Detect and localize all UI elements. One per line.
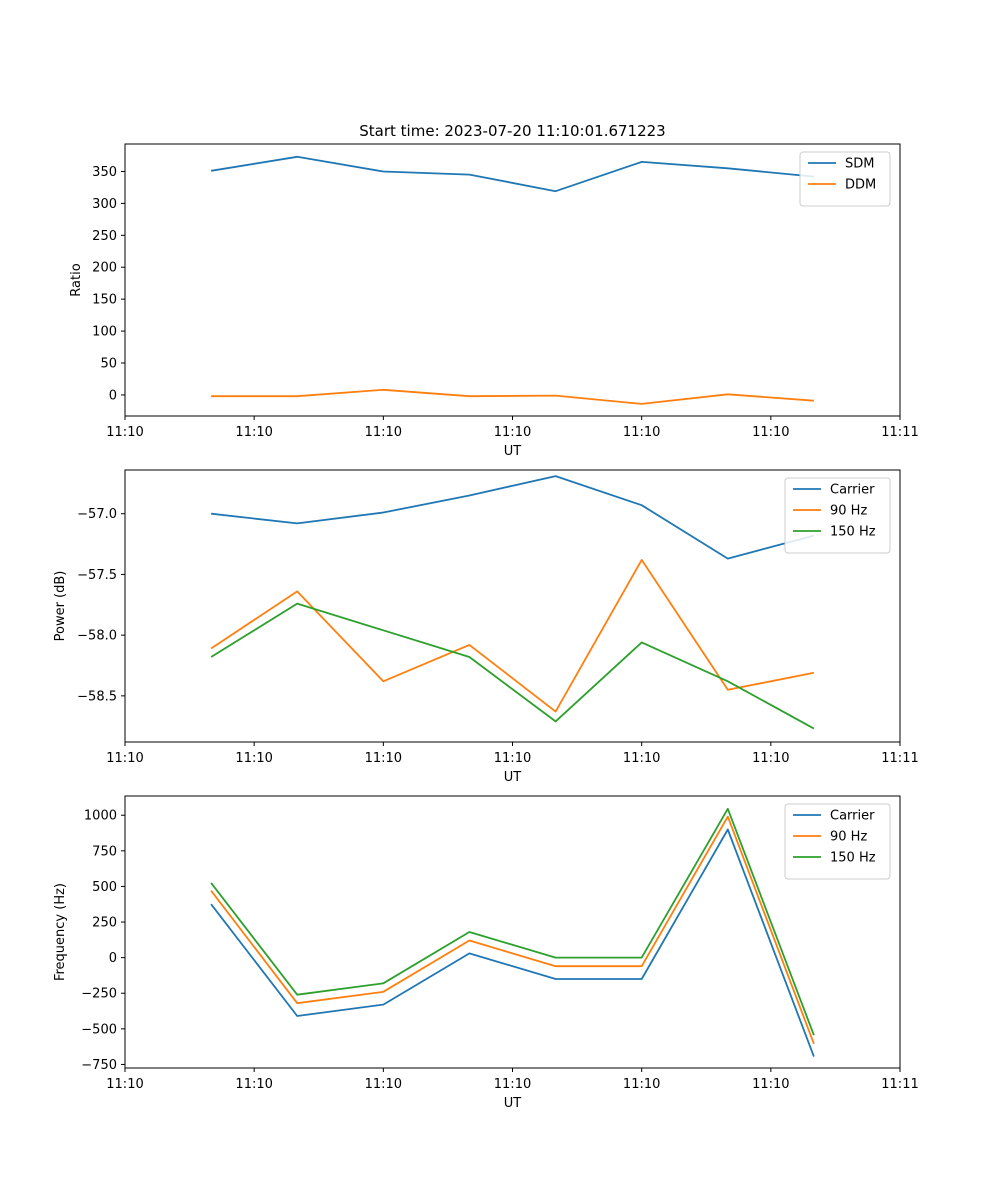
x-tick-label: 11:10 [235, 751, 272, 766]
legend-label: 90 Hz [830, 830, 867, 845]
x-tick-label: 11:10 [752, 751, 789, 766]
y-tick-label: 0 [109, 951, 117, 966]
y-tick-label: 750 [92, 844, 117, 859]
y-tick-label: −57.0 [77, 507, 117, 522]
y-tick-label: 350 [92, 165, 117, 180]
legend-box [784, 477, 891, 554]
series-line-150-hz [210, 602, 815, 730]
x-tick-label: 11:10 [494, 425, 531, 440]
y-tick-label: 500 [92, 880, 117, 895]
y-tick-label: 200 [92, 261, 117, 276]
legend-box [784, 803, 891, 880]
y-tick-label: 150 [92, 293, 117, 308]
x-axis-label: UT [504, 1096, 522, 1111]
panels: 11:10 11:10 11:10 11:10 11:10 11:10 11:11 0 50 10… [53, 143, 919, 1111]
y-tick-label: 100 [92, 325, 117, 340]
x-tick-label: 11:10 [106, 425, 143, 440]
x-tick-label: 11:10 [494, 751, 531, 766]
legend-label: 90 Hz [830, 504, 867, 519]
x-tick-label: 11:10 [623, 425, 660, 440]
x-tick-label: 11:10 [752, 425, 789, 440]
series-line-carrier [210, 828, 815, 1057]
x-axis-label: UT [504, 444, 522, 459]
legend-label: Carrier [830, 483, 875, 498]
y-tick-label: 250 [92, 916, 117, 931]
y-tick-label: −58.0 [77, 629, 117, 644]
y-tick-label: 250 [92, 229, 117, 244]
series-line-ddm [211, 388, 814, 405]
chart-panel-1: 11:10 11:10 11:10 11:10 11:10 11:10 11:11 0 50 10… [69, 143, 919, 459]
x-tick-label: 11:10 [623, 751, 660, 766]
legend: Carrier 90 Hz 150 Hz [784, 803, 891, 880]
series-line-150-hz [210, 807, 815, 1036]
y-axis-label: Ratio [69, 263, 84, 296]
y-tick-label: −750 [81, 1058, 117, 1073]
legend-box [799, 151, 891, 207]
x-tick-label: 11:10 [106, 1077, 143, 1092]
y-tick-label: −500 [81, 1022, 117, 1037]
series-line-carrier [210, 475, 815, 560]
x-axis-label: UT [504, 770, 522, 785]
y-axis-label: Frequency (Hz) [53, 883, 68, 981]
legend-label: Carrier [830, 809, 875, 824]
y-tick-label: −250 [81, 987, 117, 1002]
y-tick-label: −57.5 [77, 568, 117, 583]
x-tick-label: 11:10 [106, 751, 143, 766]
legend-label: DDM [845, 178, 876, 193]
chart-panel-3: 11:10 11:10 11:10 11:10 11:10 11:10 11:11 −750 −… [53, 795, 919, 1111]
series-line-sdm [210, 155, 814, 193]
x-tick-label: 11:10 [235, 425, 272, 440]
y-tick-label: 300 [92, 197, 117, 212]
x-tick-label: 11:10 [623, 1077, 660, 1092]
x-tick-label: 11:10 [365, 751, 402, 766]
y-axis-label: Power (dB) [53, 571, 68, 642]
x-tick-label: 11:10 [365, 425, 402, 440]
legend-label: 150 Hz [830, 851, 876, 866]
series-line-90-hz [210, 559, 815, 713]
x-tick-label: 11:11 [881, 425, 918, 440]
legend-label: SDM [845, 157, 874, 172]
y-tick-label: −58.5 [77, 689, 117, 704]
y-tick-label: 1000 [84, 809, 117, 824]
chart-title: Start time: 2023-07-20 11:10:01.671223 [359, 122, 665, 140]
series-line-90-hz [210, 815, 815, 1045]
legend: SDM DDM [799, 151, 891, 207]
y-tick-label: 0 [109, 388, 117, 403]
legend-label: 150 Hz [830, 525, 876, 540]
x-tick-label: 11:10 [235, 1077, 272, 1092]
y-tick-label: 50 [100, 357, 117, 372]
chart-panel-2: 11:10 11:10 11:10 11:10 11:10 11:10 11:11 −57.0… [53, 469, 919, 785]
x-tick-label: 11:11 [881, 751, 918, 766]
x-tick-label: 11:10 [494, 1077, 531, 1092]
x-tick-label: 11:11 [881, 1077, 918, 1092]
legend: Carrier 90 Hz 150 Hz [784, 477, 891, 554]
x-tick-label: 11:10 [752, 1077, 789, 1092]
x-tick-label: 11:10 [365, 1077, 402, 1092]
